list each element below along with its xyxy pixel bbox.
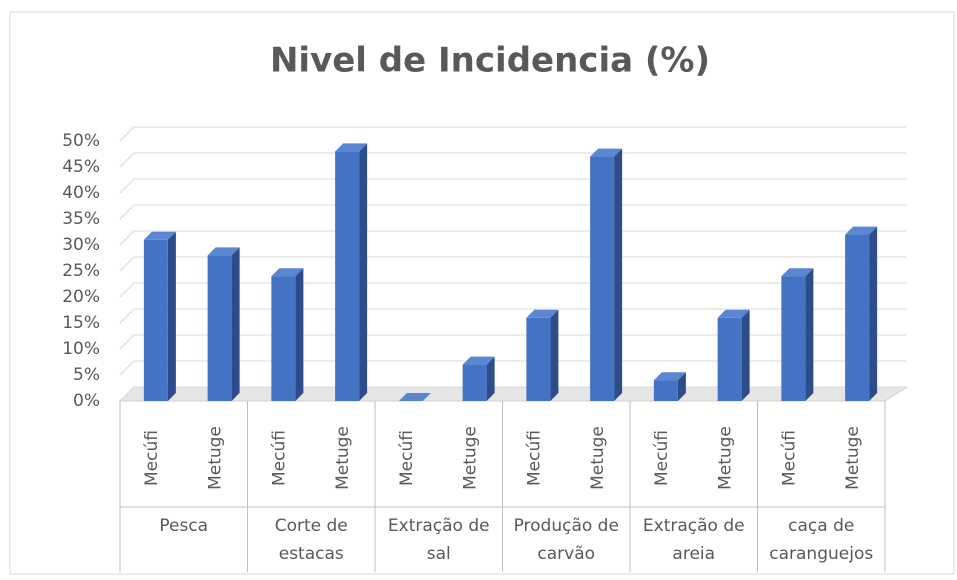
bar-side (869, 226, 878, 401)
bar-side (677, 372, 686, 401)
grid-line (119, 204, 907, 220)
y-tick-label: 25% (62, 261, 100, 281)
y-tick-label: 30% (62, 235, 100, 255)
bar (653, 380, 678, 401)
bar (271, 276, 296, 401)
bar-side (614, 148, 623, 401)
group-label: Pesca (159, 516, 209, 536)
bar-top (590, 148, 623, 157)
group-label: Extração de areia (642, 516, 745, 564)
y-tick-label: 45% (62, 157, 100, 177)
bar (207, 255, 232, 401)
x-tick-label: Mecúfi (779, 430, 799, 486)
x-tick-label: Metuge (716, 426, 736, 490)
grid-line (119, 308, 907, 324)
group-label: Extração de sal (387, 516, 490, 564)
y-tick-label: 5% (73, 365, 100, 385)
grid-line (119, 386, 907, 402)
bar-top (526, 309, 559, 318)
grid-line (119, 178, 907, 194)
bar (717, 317, 742, 401)
bar-side (805, 268, 814, 401)
bar (845, 234, 870, 401)
y-tick-label: 50% (62, 131, 100, 151)
grid-line (119, 334, 907, 350)
x-tick-label: Mecúfi (269, 430, 289, 486)
grid-line (119, 152, 907, 168)
bar (335, 151, 360, 401)
group-label: caça de caranguejos (769, 516, 874, 564)
y-tick-label: 10% (62, 339, 100, 359)
x-tick-label: Mecúfi (524, 430, 544, 486)
grid-line (119, 230, 907, 246)
bar-side (295, 268, 304, 401)
x-tick-label: Metuge (333, 426, 353, 490)
bar-side (231, 247, 240, 401)
y-tick-label: 40% (62, 183, 100, 203)
bar-top (781, 268, 814, 277)
bar (526, 317, 551, 401)
bar (143, 239, 168, 401)
bar (590, 156, 615, 401)
bar-side (550, 309, 559, 401)
y-tick-label: 20% (62, 287, 100, 307)
bar-top (717, 309, 750, 318)
x-tick-label: Metuge (461, 426, 481, 490)
x-tick-label: Metuge (588, 426, 608, 490)
bar-top (335, 143, 368, 152)
bar-top (143, 231, 176, 240)
chart-title: Nivel de Incidencia (%) (270, 41, 710, 81)
group-label: Corte de estacas (274, 516, 348, 564)
x-tick-label: Mecúfi (142, 430, 162, 486)
bar-side (741, 309, 750, 401)
x-tick-label: Metuge (206, 426, 226, 490)
bar-top (462, 356, 495, 365)
grid-line (119, 126, 907, 142)
bar-top (271, 268, 304, 277)
bar-top (207, 247, 240, 256)
bar-side (486, 356, 495, 401)
bar-top (653, 372, 686, 381)
group-label: Produção de carvão (513, 516, 619, 564)
grid-line (119, 360, 907, 376)
grid-line (119, 282, 907, 298)
bar (781, 276, 806, 401)
y-tick-label: 0% (73, 391, 100, 411)
bar-top (845, 226, 878, 235)
grid-line (119, 256, 907, 272)
bar-side (359, 143, 368, 401)
x-tick-label: Mecúfi (397, 430, 417, 486)
y-tick-label: 15% (62, 313, 100, 333)
x-tick-label: Mecúfi (652, 430, 672, 486)
x-tick-label: Metuge (843, 426, 863, 490)
bar (462, 364, 487, 401)
y-tick-label: 35% (62, 209, 100, 229)
bar-side (167, 231, 176, 401)
bar-top (398, 393, 431, 401)
